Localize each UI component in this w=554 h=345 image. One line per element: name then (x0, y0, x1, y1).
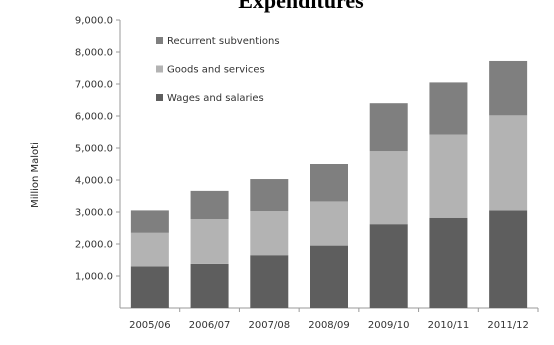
bar-segment (250, 211, 289, 256)
legend-swatch (156, 37, 163, 44)
bar-segment (489, 210, 528, 308)
bar-segment (369, 224, 408, 308)
y-tick-label: 3,000.0 (75, 208, 113, 219)
y-tick-label: 5,000.0 (75, 144, 113, 155)
bar-segment (310, 201, 348, 246)
bar-segment (369, 103, 408, 152)
bar-segment (489, 60, 528, 116)
x-tick-label: 2011/12 (487, 320, 529, 331)
bar-segment (250, 255, 289, 308)
legend-label: Recurrent subventions (167, 36, 280, 47)
legend-swatch (156, 65, 163, 73)
plot-area: 1,000.0 2,000.0 3,000.0 4,000.0 5,000.0 6,000… (75, 16, 539, 331)
bar-segment (429, 82, 468, 135)
y-tick-label: 6,000.0 (75, 112, 113, 123)
y-tick-label: 9,000.0 (75, 16, 113, 27)
x-tick-label: 2008/09 (308, 320, 350, 331)
x-tick-label: 2009/10 (368, 320, 410, 331)
bar-segment (310, 164, 348, 202)
legend-item: Goods and services (156, 65, 265, 76)
chart-title: Expenditures (238, 0, 364, 13)
bar-segment (130, 210, 169, 233)
bar-segment (310, 245, 348, 308)
x-tick-label: 2005/06 (129, 320, 171, 331)
x-tick-label: 2007/08 (249, 320, 291, 331)
legend-label: Wages and salaries (167, 93, 264, 104)
bar-segment (250, 179, 289, 212)
y-tick-label: 1,000.0 (75, 272, 113, 283)
legend: Recurrent subventions Goods and services W… (156, 36, 280, 104)
x-tick-label: 2006/07 (189, 320, 231, 331)
legend-swatch (156, 94, 163, 101)
bar-segment (190, 263, 229, 308)
y-tick-label: 4,000.0 (75, 176, 113, 187)
bar-segment (369, 151, 408, 225)
bar-segment (130, 232, 169, 267)
legend-label: Goods and services (167, 65, 265, 76)
legend-item: Wages and salaries (156, 93, 264, 104)
y-tick-label: 2,000.0 (75, 240, 113, 251)
bar-segment (429, 217, 468, 308)
y-tick-label: 7,000.0 (75, 80, 113, 91)
legend-item: Recurrent subventions (156, 36, 280, 47)
bar-segment (429, 134, 468, 218)
bar-segment (190, 219, 229, 264)
x-tick-label: 2010/11 (428, 320, 470, 331)
y-axis-label: Million Maloti (30, 142, 41, 208)
bar-segment (190, 190, 229, 220)
bar-segment (130, 266, 169, 308)
y-tick-label: 8,000.0 (75, 48, 113, 59)
bar-segment (489, 115, 528, 211)
